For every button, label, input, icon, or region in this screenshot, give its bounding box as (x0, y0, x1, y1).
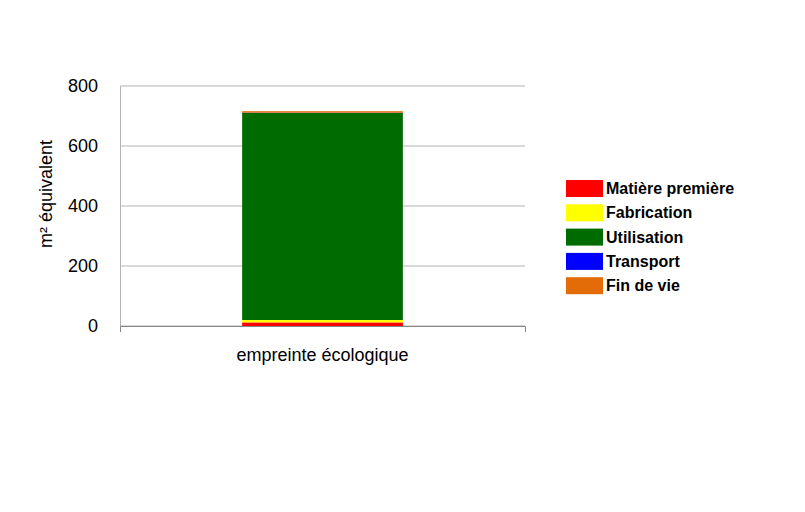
legend-label: Utilisation (606, 229, 683, 246)
y-tick-label: 800 (68, 76, 98, 96)
bars (242, 111, 403, 326)
y-tick: 800 (68, 76, 120, 96)
y-axis: 0 200 400 600 800 (68, 76, 121, 336)
y-tick-label: 200 (68, 256, 98, 276)
y-axis-line (120, 87, 121, 327)
x-tick: empreinte écologique (236, 326, 408, 365)
y-tick: 0 (88, 316, 120, 336)
legend-label: Fabrication (606, 204, 692, 221)
legend-swatch (566, 229, 603, 246)
bar-segment (242, 112, 403, 113)
bar-segment (242, 113, 403, 320)
y-tick-label: 600 (68, 136, 98, 156)
legend-label: Matière première (606, 180, 734, 197)
legend-swatch (566, 204, 603, 221)
legend-swatch (566, 180, 603, 197)
x-tick-label: empreinte écologique (236, 345, 408, 365)
legend: Matière première Fabrication Utilisation Tr… (566, 180, 734, 294)
grid (120, 86, 525, 326)
x-axis-line (121, 327, 526, 333)
y-tick: 200 (68, 256, 120, 276)
chart: 0 200 400 600 800 empreinte écologique m² équi… (0, 0, 805, 512)
bar-segment (242, 111, 403, 113)
bar-segment (242, 322, 403, 326)
legend-swatch (566, 277, 603, 294)
grid-line (120, 86, 525, 87)
y-tick: 400 (68, 196, 120, 216)
y-tick-label: 400 (68, 196, 98, 216)
x-axis: empreinte écologique (121, 326, 526, 365)
legend-swatch (566, 253, 603, 270)
y-tick-label: 0 (88, 316, 98, 336)
y-tick: 600 (68, 136, 120, 156)
legend-label: Fin de vie (606, 277, 680, 294)
bar-segment (242, 320, 403, 322)
y-axis-title: m² équivalent (36, 140, 56, 248)
legend-label: Transport (606, 253, 680, 270)
